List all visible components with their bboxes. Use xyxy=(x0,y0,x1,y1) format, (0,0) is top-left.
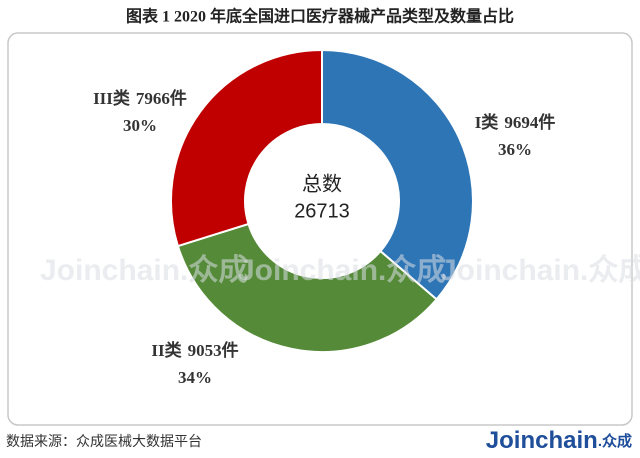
value-label: 9694件 xyxy=(504,112,555,132)
watermark: Joinchain.众成 xyxy=(440,254,640,287)
center-total: 26713 xyxy=(294,200,350,222)
donut-slice xyxy=(170,48,323,248)
percent-label: 34% xyxy=(178,368,212,387)
chart-title: 图表 1 2020 年底全国进口医疗器械产品类型及数量占比 xyxy=(126,7,514,26)
logo: Joinchain.众成 xyxy=(486,427,632,454)
chart-frame xyxy=(7,32,633,426)
donut-slice xyxy=(176,222,438,353)
watermark: Joinchain.众成 xyxy=(40,254,248,287)
donut-slice xyxy=(321,48,474,301)
center-label: 总数 xyxy=(302,172,342,195)
percent-label: 30% xyxy=(123,116,157,135)
percent-label: 36% xyxy=(498,140,532,159)
value-label: 7966件 xyxy=(136,88,187,108)
slice-label: II类 9053件 xyxy=(151,340,238,360)
value-label: 9053件 xyxy=(188,340,239,360)
slice-label: I类 9694件 xyxy=(475,112,556,132)
slice-label: III类 7966件 xyxy=(93,88,187,108)
category-label: III类 xyxy=(93,88,131,108)
category-label: I类 xyxy=(475,112,500,132)
watermark: Joinchain.众成 xyxy=(238,254,446,287)
source-note: 数据来源：众成医械大数据平台 xyxy=(6,434,202,450)
donut xyxy=(170,48,474,353)
category-label: II类 xyxy=(151,340,182,360)
